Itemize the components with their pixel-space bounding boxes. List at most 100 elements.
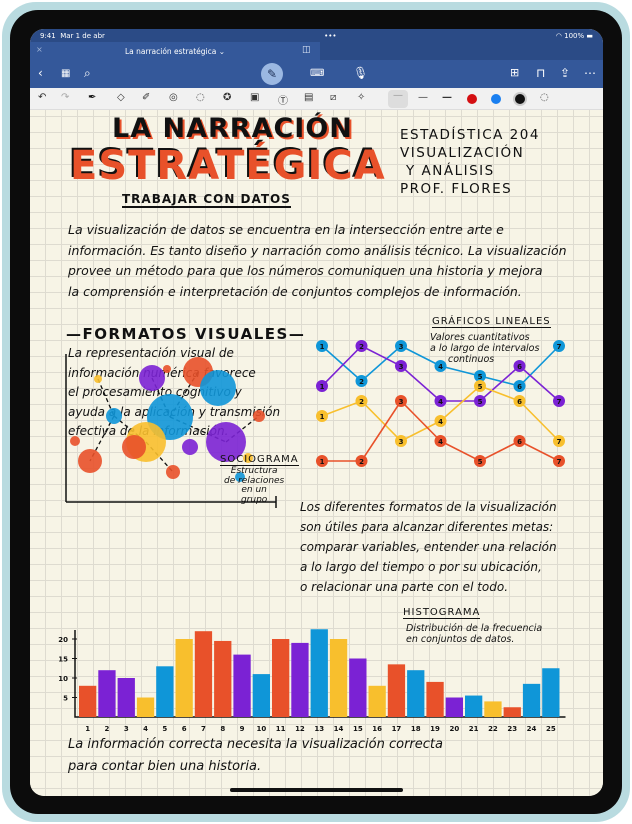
histogram-x-tick-label: 19	[430, 725, 440, 733]
sociogram-description: Estructura de relaciones en un grupo	[224, 466, 285, 505]
line-point	[395, 395, 407, 407]
close-tab-icon[interactable]: ×	[36, 45, 43, 54]
line-point	[553, 340, 565, 352]
line-point-label: 6	[517, 383, 522, 391]
line-point	[316, 410, 328, 422]
desc-line: grupo	[240, 494, 268, 505]
battery-level: 100%	[564, 31, 585, 40]
more-icon[interactable]: ⋯	[584, 66, 596, 80]
histogram-bar	[522, 683, 541, 717]
color-blue[interactable]	[491, 94, 501, 104]
line-point-label: 5	[478, 383, 483, 391]
camera-icon[interactable]: ▤	[304, 92, 314, 103]
highlighter-icon[interactable]: ✐	[142, 92, 151, 103]
redo-icon[interactable]: ↷	[61, 92, 70, 103]
document-tab[interactable]: × La narración estratégica ⌄ ◫	[30, 42, 320, 60]
back-icon[interactable]: ‹	[38, 66, 43, 80]
line-chart-description: Valores cuantitativos a lo largo de inte…	[430, 332, 539, 365]
share-icon[interactable]: ⇪	[560, 66, 571, 80]
line-point-label: 7	[557, 343, 562, 351]
histogram-bar	[136, 697, 155, 717]
line-point-label: 7	[557, 458, 562, 466]
histogram-bar	[194, 631, 213, 717]
histogram-x-tick-label: 15	[353, 725, 363, 733]
sticker-icon[interactable]: ✪	[223, 92, 232, 103]
line-point	[355, 340, 368, 352]
histogram-bar	[156, 666, 174, 717]
shapes-icon[interactable]: ◎	[169, 92, 178, 103]
desc-line: en un	[241, 485, 267, 495]
undo-icon[interactable]: ↶	[38, 92, 47, 103]
desc-line: de relaciones	[224, 475, 285, 486]
histogram-bar	[407, 670, 425, 717]
sociogram	[65, 354, 277, 508]
microphone-icon[interactable]: 🎙︎	[353, 66, 369, 80]
histogram-bar	[445, 697, 463, 717]
line-point-label: 3	[399, 398, 404, 406]
histogram-x-tick-label: 24	[527, 725, 537, 733]
pen-tool-icon[interactable]: ✒	[88, 92, 97, 103]
lasso-icon[interactable]: ◌	[196, 92, 205, 103]
line-point-label: 2	[359, 398, 364, 406]
histogram-x-tick-label: 16	[372, 725, 382, 733]
line-point	[474, 455, 486, 467]
keyboard-icon[interactable]: ⌨	[310, 68, 325, 79]
line-point	[474, 395, 486, 407]
home-indicator[interactable]	[230, 788, 403, 792]
stroke-thick[interactable]: —	[442, 92, 452, 103]
stroke-medium[interactable]: —	[418, 92, 428, 103]
tab-title[interactable]: La narración estratégica ⌄	[124, 46, 225, 56]
line-point	[316, 455, 328, 467]
sociogram-node	[243, 453, 253, 463]
search-icon[interactable]: ⌕	[84, 66, 91, 80]
screen: 9:41 Mar 1 de abr ••• ◠ 100% ▬ × La narr…	[30, 29, 603, 796]
line-point-label: 3	[399, 363, 404, 371]
color-black[interactable]	[515, 94, 525, 104]
line-point	[395, 360, 407, 372]
line-point	[553, 435, 565, 447]
bookmark-icon[interactable]: ⊓	[536, 66, 546, 80]
text-box-icon[interactable]: Ⓣ	[278, 96, 288, 107]
histogram-x-tick-label: 1	[85, 725, 90, 733]
goals-line: son útiles para alcanzar diferentes meta…	[300, 520, 554, 534]
stroke-thin[interactable]: —	[388, 90, 408, 108]
color-picker-icon[interactable]: ◌	[540, 92, 549, 103]
line-point-label: 1	[320, 458, 325, 466]
histogram-x-tick-label: 2	[105, 725, 110, 733]
note-page[interactable]: LA NARRACIÓN ESTRATÉGICA TRABAJAR CON DA…	[30, 110, 603, 796]
histogram-bar	[329, 639, 348, 717]
histogram-bar	[503, 707, 521, 717]
add-page-icon[interactable]: ⊞	[510, 66, 520, 79]
sociogram-node	[94, 375, 102, 383]
sociogram-node	[163, 365, 171, 373]
sociogram-node	[122, 435, 146, 459]
histogram-x-tick-label: 23	[507, 725, 517, 733]
line-point-label: 1	[320, 383, 325, 391]
histogram-x-tick-label: 21	[469, 725, 479, 733]
line-point	[434, 395, 447, 407]
pencil-mode-icon[interactable]: ✎	[261, 63, 283, 85]
histogram-bar	[98, 670, 116, 717]
histogram-bar	[426, 681, 444, 717]
line-point	[513, 435, 526, 447]
laser-pointer-icon[interactable]: ✧	[357, 92, 366, 103]
goals-line: Los diferentes formatos de la visualizac…	[300, 500, 557, 514]
sociogram-node	[139, 365, 165, 391]
multitask-dots-icon[interactable]: •••	[324, 31, 337, 40]
navigation-toolbar: ‹ ▦ ⌕ ✎ ⌨ 🎙︎ ⊞ ⊓ ⇪ ⋯	[30, 60, 603, 88]
histogram-x-tick-label: 10	[256, 725, 266, 733]
line-point-label: 1	[320, 413, 325, 421]
thumbnails-grid-icon[interactable]: ▦	[61, 68, 71, 79]
eraser-icon[interactable]: ◇	[117, 92, 125, 103]
sociogram-node	[206, 422, 246, 462]
tab-bar: × La narración estratégica ⌄ ◫	[30, 42, 603, 60]
image-icon[interactable]: ▣	[250, 92, 260, 103]
ruler-icon[interactable]: ⧄	[330, 92, 337, 103]
drawing-toolbar: ↶ ↷ ✒ ◇ ✐ ◎ ◌ ✪ ▣ Ⓣ ▤ ⧄ ✧ — — — ◌	[30, 88, 603, 110]
split-view-icon[interactable]: ◫	[302, 45, 311, 55]
color-red[interactable]	[467, 94, 477, 104]
histogram-x-tick-label: 18	[411, 725, 421, 733]
histogram-heading: HISTOGRAMA	[403, 607, 481, 619]
histogram-bar	[310, 629, 328, 717]
sociogram-node	[166, 465, 180, 479]
